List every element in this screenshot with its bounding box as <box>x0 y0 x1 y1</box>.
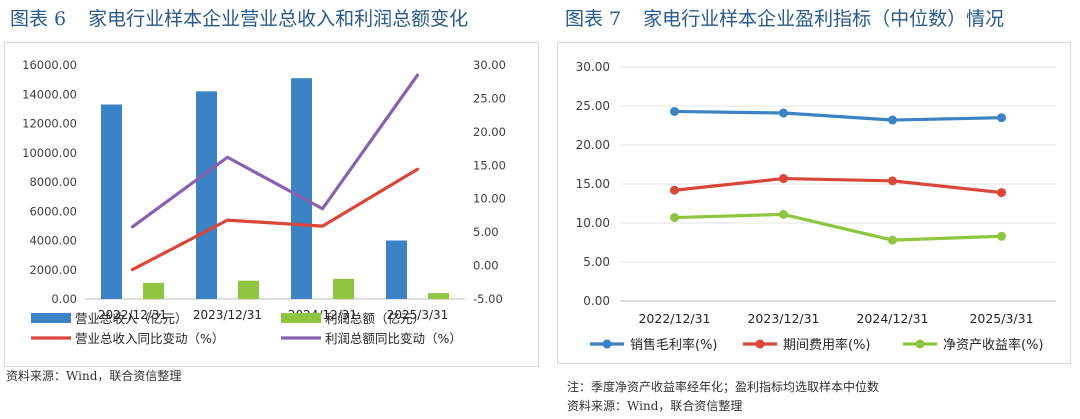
y-tick-label: 4000.00 <box>29 234 77 248</box>
profit-bar <box>428 293 449 299</box>
data-point <box>888 115 897 125</box>
y2-tick-label: 30.00 <box>473 58 506 72</box>
figure-7-panel: 图表 7 家电行业样本企业盈利指标（中位数）情况 30.00 25.00 20.00 1… <box>555 0 1080 419</box>
data-point <box>779 174 788 184</box>
figure-6-source: 资料来源：Wind，联合资信整理 <box>6 369 182 383</box>
legend-label: 销售毛利率(%) <box>630 337 718 353</box>
y-tick-label: 5.00 <box>583 255 610 269</box>
revenue-yoy-line <box>130 167 420 272</box>
x-tick-label: 2022/12/31 <box>98 308 167 322</box>
y2-tick-label: -5.00 <box>473 292 503 306</box>
data-point <box>670 106 679 116</box>
data-point <box>997 113 1006 123</box>
y-tick-label: 30.00 <box>576 60 610 74</box>
legend-label: 净资产收益率(%) <box>943 337 1044 353</box>
y-tick-label: 12000.00 <box>22 117 77 131</box>
x-tick-label: 2023/12/31 <box>747 311 819 326</box>
y-tick-label: 6000.00 <box>29 204 77 218</box>
legend-label: 利润总额同比变动（%） <box>325 331 462 346</box>
data-point <box>888 235 897 245</box>
legend-swatch <box>31 313 71 323</box>
revenue-bar <box>101 104 122 299</box>
data-point <box>670 185 679 195</box>
y-tick-label: 14000.00 <box>22 87 77 101</box>
profit-bar <box>333 278 354 299</box>
y-tick-label: 0.00 <box>583 294 610 308</box>
legend-label: 营业总收入（亿元） <box>75 311 188 326</box>
figure-7-note: 注：季度净资产收益率经年化；盈利指标均选取样本中位数 <box>567 380 880 394</box>
figure-7-title: 图表 7 家电行业样本企业盈利指标（中位数）情况 <box>565 4 1004 31</box>
legend-swatch <box>281 313 321 323</box>
x-tick-label: 2023/12/31 <box>193 308 262 322</box>
y2-tick-label: 0.00 <box>473 259 499 273</box>
figure-6-title-text: 家电行业样本企业营业总收入和利润总额变化 <box>88 8 469 30</box>
y-tick-label: 0.00 <box>51 292 77 306</box>
figure-7-number: 图表 7 <box>565 8 622 30</box>
figure-7-title-text: 家电行业样本企业盈利指标（中位数）情况 <box>643 8 1005 30</box>
y-tick-label: 15.00 <box>576 177 610 191</box>
y-tick-label: 8000.00 <box>29 175 77 189</box>
x-tick-label: 2022/12/31 <box>638 311 710 326</box>
y-tick-label: 25.00 <box>576 99 610 113</box>
figure-6-number: 图表 6 <box>10 8 67 30</box>
legend-label: 期间费用率(%) <box>783 337 871 353</box>
figure-6-panel: 图表 6 家电行业样本企业营业总收入和利润总额变化 16000.00 14000.0… <box>4 4 539 383</box>
legend-marker <box>755 339 765 349</box>
y-tick-label: 20.00 <box>576 138 610 152</box>
data-point <box>997 188 1006 198</box>
legend-marker <box>915 339 925 349</box>
y-tick-label: 10000.00 <box>22 146 77 160</box>
data-point <box>779 108 788 118</box>
revenue-bar <box>291 78 312 299</box>
y2-tick-label: 15.00 <box>473 158 506 172</box>
figure-6-chart: 16000.00 14000.00 12000.00 10000.00 8000.00 6… <box>22 58 506 346</box>
y2-tick-label: 10.00 <box>473 192 506 206</box>
series-line <box>672 212 1004 242</box>
y2-tick-label: 20.00 <box>473 125 506 139</box>
profit-yoy-line <box>130 73 420 229</box>
revenue-bar <box>386 240 407 299</box>
figure-6-chart-frame: 16000.00 14000.00 12000.00 10000.00 8000.00 6… <box>4 42 539 367</box>
figure-6-title: 图表 6 家电行业样本企业营业总收入和利润总额变化 <box>10 4 468 31</box>
x-tick-label: 2025/3/31 <box>387 308 449 322</box>
x-tick-label: 2025/3/31 <box>969 311 1033 326</box>
legend-label: 营业总收入同比变动（%） <box>75 331 224 346</box>
data-point <box>779 209 788 219</box>
y-tick-label: 16000.00 <box>22 58 77 72</box>
profit-bar <box>238 280 259 299</box>
data-point <box>997 231 1006 241</box>
legend-label: 利润总额（亿元） <box>325 311 425 326</box>
y-tick-label: 2000.00 <box>29 263 77 277</box>
data-point <box>888 176 897 186</box>
y-tick-label: 10.00 <box>576 216 610 230</box>
legend-marker <box>602 339 612 349</box>
y2-tick-label: 5.00 <box>473 225 499 239</box>
data-point <box>670 213 679 223</box>
y2-tick-label: 25.00 <box>473 91 506 105</box>
profit-bar <box>143 282 164 299</box>
figure-7-source: 资料来源：Wind，联合资信整理 <box>567 399 743 413</box>
figure-7-chart: 30.00 25.00 20.00 15.00 10.00 5.00 0.00 2022/12… <box>576 60 1056 353</box>
series-line <box>672 176 1004 195</box>
figure-7-chart-frame: 30.00 25.00 20.00 15.00 10.00 5.00 0.00 2022/12… <box>557 42 1071 364</box>
series-line <box>672 109 1004 122</box>
revenue-bar <box>196 91 217 299</box>
x-tick-label: 2024/12/31 <box>856 311 928 326</box>
